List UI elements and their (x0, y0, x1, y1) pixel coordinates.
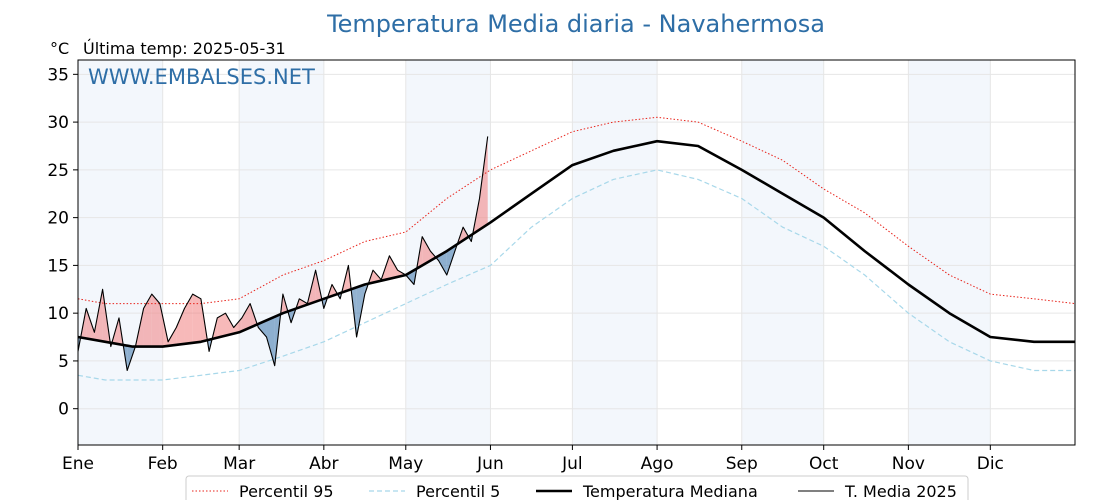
legend-label-median: Temperatura Mediana (582, 482, 758, 500)
y-tick-label: 20 (47, 209, 69, 229)
x-tick-label: May (388, 454, 423, 474)
fill-above-median (184, 294, 193, 344)
y-tick-label: 10 (47, 304, 69, 324)
month-band-jul (572, 60, 658, 445)
month-band-ene (78, 60, 163, 445)
fill-above-median (225, 313, 234, 336)
x-tick-label: Nov (892, 454, 925, 474)
x-tick-label: Dic (977, 454, 1004, 474)
x-tick-label: Mar (223, 454, 255, 474)
y-tick-label: 35 (47, 65, 69, 85)
series-line-2025 (77, 136, 489, 372)
fill-below-median (266, 316, 275, 366)
x-tick-label: Abr (309, 454, 338, 474)
x-tick-label: Ene (62, 454, 94, 474)
x-tick-label: Ago (641, 454, 674, 474)
y-tick-label: 15 (47, 256, 69, 276)
y-tick-label: 25 (47, 161, 69, 181)
y-tick-label: 30 (47, 113, 69, 133)
legend-box (185, 475, 969, 500)
x-tick-label: Jun (476, 454, 504, 474)
fill-above-median (389, 255, 398, 279)
chart-title: Temperatura Media diaria - Navahermosa (326, 10, 825, 38)
fill-above-median (217, 313, 226, 338)
legend-label-p5: Percentil 5 (416, 482, 500, 500)
x-tick-label: Oct (809, 454, 839, 474)
month-bands (78, 60, 991, 445)
x-axis: Ene Feb Mar Abr May Jun Jul Ago Sep Oct Nov Dic (62, 445, 1004, 474)
series-line-p5 (77, 169, 1075, 381)
x-tick-label: Sep (726, 454, 758, 474)
legend-label-2025: T. Media 2025 (844, 482, 957, 500)
fill-above-median (143, 294, 152, 347)
last-temp-label: Última temp: 2025-05-31 (83, 39, 286, 58)
series-lines (77, 116, 1076, 381)
fill-above-median (233, 317, 242, 334)
series-line-p95 (77, 116, 1076, 305)
fill-below-median (258, 320, 267, 338)
fill-above-median (192, 294, 201, 343)
plot-frame (77, 59, 1076, 446)
x-tick-label: Jul (561, 454, 583, 474)
month-band-nov (908, 60, 991, 445)
month-band-sep (741, 60, 824, 445)
fill-below-median (438, 251, 447, 275)
watermark-text: WWW.EMBALSES.NET (88, 65, 315, 89)
month-band-mar (239, 60, 324, 445)
fill-above-median (241, 303, 251, 332)
legend: Percentil 95 Percentil 5 Temperatura Med… (185, 475, 969, 500)
fill-above-median (151, 294, 160, 347)
fill-above-median (422, 236, 431, 266)
y-tick-label: 5 (58, 352, 69, 372)
legend-label-p95: Percentil 95 (239, 482, 334, 500)
fill-above-median (479, 136, 488, 230)
y-unit-label: °C (50, 39, 69, 58)
x-tick-label: Feb (148, 454, 178, 474)
y-axis: 0 5 10 15 20 25 30 35 (47, 65, 78, 420)
fill-above-median (86, 308, 95, 340)
y-tick-label: 0 (58, 400, 69, 420)
fill-above-median (176, 308, 185, 345)
